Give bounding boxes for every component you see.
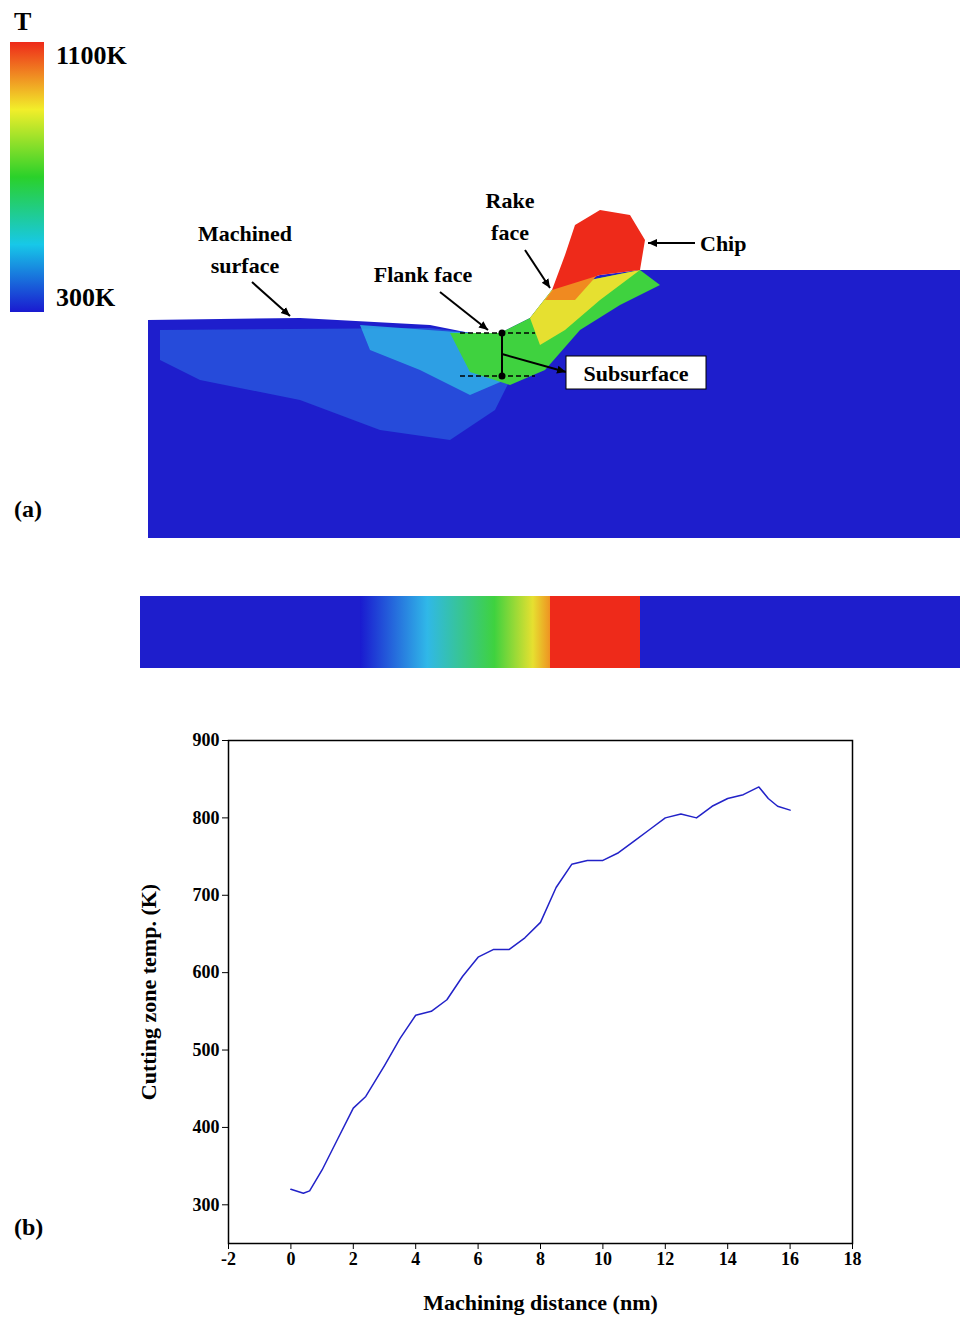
svg-text:600: 600 [193, 962, 220, 982]
svg-text:Cutting zone temp. (K): Cutting zone temp. (K) [136, 884, 161, 1100]
svg-text:10: 10 [594, 1249, 612, 1269]
html-text:(a): (a) [14, 496, 42, 522]
svg-text:1100K: 1100K [56, 41, 128, 70]
svg-text:700: 700 [193, 885, 220, 905]
svg-text:2: 2 [349, 1249, 358, 1269]
html-text:(b): (b) [14, 1214, 44, 1240]
svg-text:400: 400 [193, 1117, 220, 1137]
svg-text:T: T [14, 7, 31, 36]
svg-text:16: 16 [781, 1249, 799, 1269]
svg-text:6: 6 [474, 1249, 483, 1269]
svg-text:Chip: Chip [700, 231, 746, 256]
svg-text:4: 4 [411, 1249, 420, 1269]
svg-text:12: 12 [656, 1249, 674, 1269]
svg-text:800: 800 [193, 808, 220, 828]
svg-text:300: 300 [193, 1195, 220, 1215]
svg-text:Rakeface: Rakeface [486, 188, 535, 245]
svg-text:Machinedsurface: Machinedsurface [198, 221, 292, 278]
svg-text:14: 14 [719, 1249, 737, 1269]
svg-text:-2: -2 [221, 1249, 236, 1269]
svg-text:Subsurface: Subsurface [583, 361, 688, 386]
svg-text:300K: 300K [56, 283, 116, 312]
svg-text:8: 8 [536, 1249, 545, 1269]
svg-text:900: 900 [193, 730, 220, 750]
svg-text:500: 500 [193, 1040, 220, 1060]
svg-text:Machining distance (nm): Machining distance (nm) [423, 1290, 658, 1315]
svg-text:Flank face: Flank face [374, 262, 473, 287]
svg-text:18: 18 [844, 1249, 862, 1269]
svg-text:0: 0 [286, 1249, 295, 1269]
